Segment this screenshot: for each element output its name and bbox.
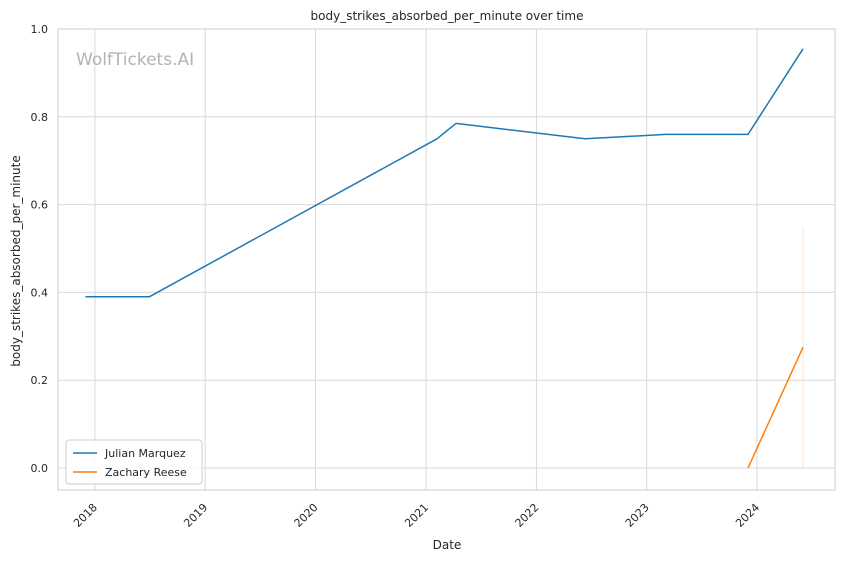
plot-area-frame [57, 28, 836, 491]
y-tick-label: 0.6 [31, 199, 49, 212]
x-axis-label: Date [433, 538, 462, 552]
series-line-zachary-reese [747, 346, 804, 469]
y-tick-label: 0.8 [31, 111, 49, 124]
chart-title: body_strikes_absorbed_per_minute over ti… [311, 9, 584, 23]
y-tick-label: 0.2 [31, 374, 49, 387]
legend-box [65, 439, 203, 485]
grid [58, 28, 835, 490]
y-tick-label: 1.0 [31, 23, 49, 36]
series-line-julian-marquez [85, 48, 804, 298]
y-tick-label: 0.0 [31, 462, 49, 475]
legend: Julian Marquez Zachary Reese [65, 439, 203, 485]
y-axis-label: body_strikes_absorbed_per_minute [9, 155, 23, 366]
legend-label-julian-marquez: Julian Marquez [104, 447, 186, 460]
legend-label-zachary-reese: Zachary Reese [105, 466, 187, 479]
y-tick-label: 0.4 [31, 286, 49, 299]
series-layer [85, 48, 804, 469]
watermark: WolfTickets.AI [76, 50, 194, 70]
